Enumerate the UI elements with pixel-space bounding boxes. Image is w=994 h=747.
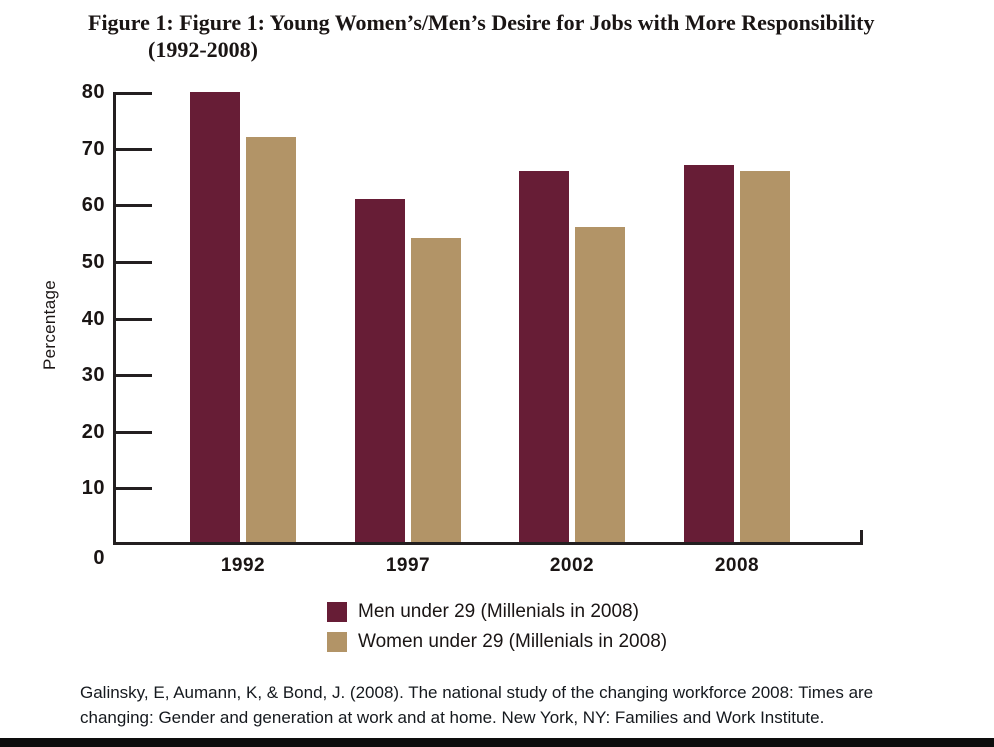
legend-item-men: Men under 29 (Millenials in 2008) xyxy=(327,601,667,622)
bar-men-2002 xyxy=(519,171,569,542)
bar-men-1992 xyxy=(190,92,240,542)
bar-men-1997 xyxy=(355,199,405,542)
bar-women-2002 xyxy=(575,227,625,542)
page-bottom-rule xyxy=(0,738,994,747)
x-axis-line xyxy=(113,542,863,545)
x-axis-end-tick xyxy=(860,530,863,545)
y-tick-label-60: 60 xyxy=(81,194,105,216)
legend-label-women: Women under 29 (Millenials in 2008) xyxy=(358,630,668,652)
y-tick-40 xyxy=(113,318,152,321)
y-tick-label-80: 80 xyxy=(81,81,105,103)
source-citation-line1: Galinsky, E, Aumann, K, & Bond, J. (2008… xyxy=(80,683,874,702)
y-tick-30 xyxy=(113,374,152,377)
legend-item-women: Women under 29 (Millenials in 2008) xyxy=(327,631,667,652)
y-tick-label-10: 10 xyxy=(81,477,105,499)
bar-women-1997 xyxy=(411,238,461,542)
y-tick-20 xyxy=(113,431,152,434)
men-series-swatch xyxy=(327,601,347,622)
chart-legend: Men under 29 (Millenials in 2008) Women … xyxy=(327,601,667,661)
y-tick-70 xyxy=(113,148,152,151)
source-citation: Galinsky, E, Aumann, K, & Bond, J. (2008… xyxy=(80,680,950,730)
bar-women-1992 xyxy=(246,137,296,542)
source-citation-line2: changing: Gender and generation at work … xyxy=(80,708,825,727)
x-axis-label-2002: 2002 xyxy=(549,555,595,576)
y-tick-label-20: 20 xyxy=(81,421,105,443)
legend-label-men: Men under 29 (Millenials in 2008) xyxy=(358,600,639,622)
y-tick-80 xyxy=(113,92,152,95)
y-tick-label-0: 0 xyxy=(93,547,105,569)
plot-area: 0 10 20 30 40 50 60 70 80 1992 1997 2002 2008 xyxy=(82,81,863,576)
y-tick-label-30: 30 xyxy=(81,364,105,386)
y-tick-50 xyxy=(113,261,152,264)
y-tick-60 xyxy=(113,204,152,207)
y-tick-label-70: 70 xyxy=(81,138,105,160)
figure-title-years: (1992-2008) xyxy=(148,37,258,62)
y-tick-label-40: 40 xyxy=(81,308,105,330)
women-series-swatch xyxy=(327,631,347,652)
bar-women-2008 xyxy=(740,171,790,542)
x-axis-label-1992: 1992 xyxy=(220,555,266,576)
y-tick-10 xyxy=(113,487,152,490)
figure-title: Figure 1: Figure 1: Young Women’s/Men’s … xyxy=(88,10,875,35)
y-tick-label-50: 50 xyxy=(81,251,105,273)
x-axis-label-2008: 2008 xyxy=(714,555,760,576)
bar-men-2008 xyxy=(684,165,734,542)
x-axis-label-1997: 1997 xyxy=(385,555,431,576)
